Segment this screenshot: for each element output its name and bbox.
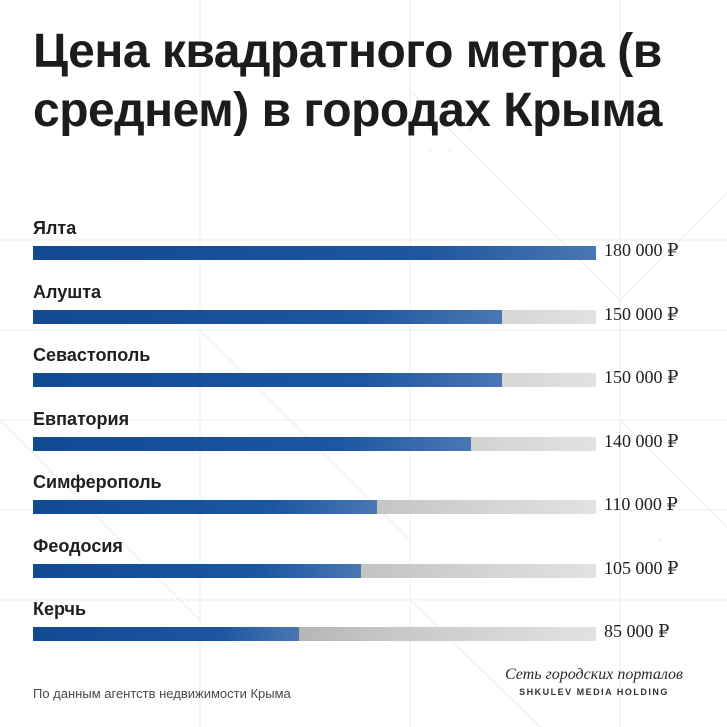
brand-logo: Сеть городских порталов SHKULEV MEDIA HO… bbox=[505, 666, 683, 697]
bar bbox=[33, 373, 502, 387]
brand-holding-name: SHKULEV MEDIA HOLDING bbox=[519, 687, 669, 697]
chart-title: Цена квадратного метра (в среднем) в гор… bbox=[33, 25, 662, 137]
bar-row: Алушта 150 000 ₽ bbox=[0, 282, 727, 342]
bar-row: Феодосия 105 000 ₽ bbox=[0, 536, 727, 596]
value-label: 150 000 ₽ bbox=[604, 367, 679, 387]
bar-track bbox=[33, 373, 596, 387]
bar-track bbox=[33, 246, 596, 260]
bar-row: Ялта 180 000 ₽ bbox=[0, 218, 727, 278]
brand-network-name: Сеть городских порталов bbox=[505, 666, 683, 683]
bar-row: Севастополь 150 000 ₽ bbox=[0, 345, 727, 405]
category-label: Феодосия bbox=[33, 535, 123, 556]
bar bbox=[33, 309, 502, 324]
category-label: Симферополь bbox=[33, 472, 162, 492]
bar bbox=[33, 436, 471, 451]
bar-track bbox=[33, 627, 596, 641]
bar-track bbox=[33, 309, 596, 324]
value-label: 140 000 ₽ bbox=[604, 430, 679, 451]
bar-track bbox=[33, 563, 596, 578]
category-label: Алушта bbox=[33, 281, 102, 302]
bar-track bbox=[33, 436, 596, 451]
bar-row: Евпатория 140 000 ₽ bbox=[0, 409, 727, 469]
bar bbox=[33, 246, 596, 260]
bar-row: Симферополь 110 000 ₽ bbox=[0, 472, 727, 532]
value-label: 85 000 ₽ bbox=[604, 621, 670, 641]
category-label: Ялта bbox=[33, 218, 77, 238]
bar-row: Керчь 85 000 ₽ bbox=[0, 599, 727, 659]
value-label: 180 000 ₽ bbox=[604, 240, 679, 260]
value-label: 110 000 ₽ bbox=[604, 494, 678, 514]
category-label: Евпатория bbox=[33, 408, 130, 429]
category-label: Севастополь bbox=[33, 345, 151, 365]
bar bbox=[33, 500, 377, 514]
bar bbox=[33, 563, 361, 578]
bar bbox=[33, 627, 299, 641]
value-label: 150 000 ₽ bbox=[604, 303, 679, 324]
category-label: Керчь bbox=[33, 599, 87, 619]
value-label: 105 000 ₽ bbox=[604, 557, 679, 578]
source-note: По данным агентств недвижимости Крыма bbox=[33, 686, 291, 701]
bar-track bbox=[33, 500, 596, 514]
